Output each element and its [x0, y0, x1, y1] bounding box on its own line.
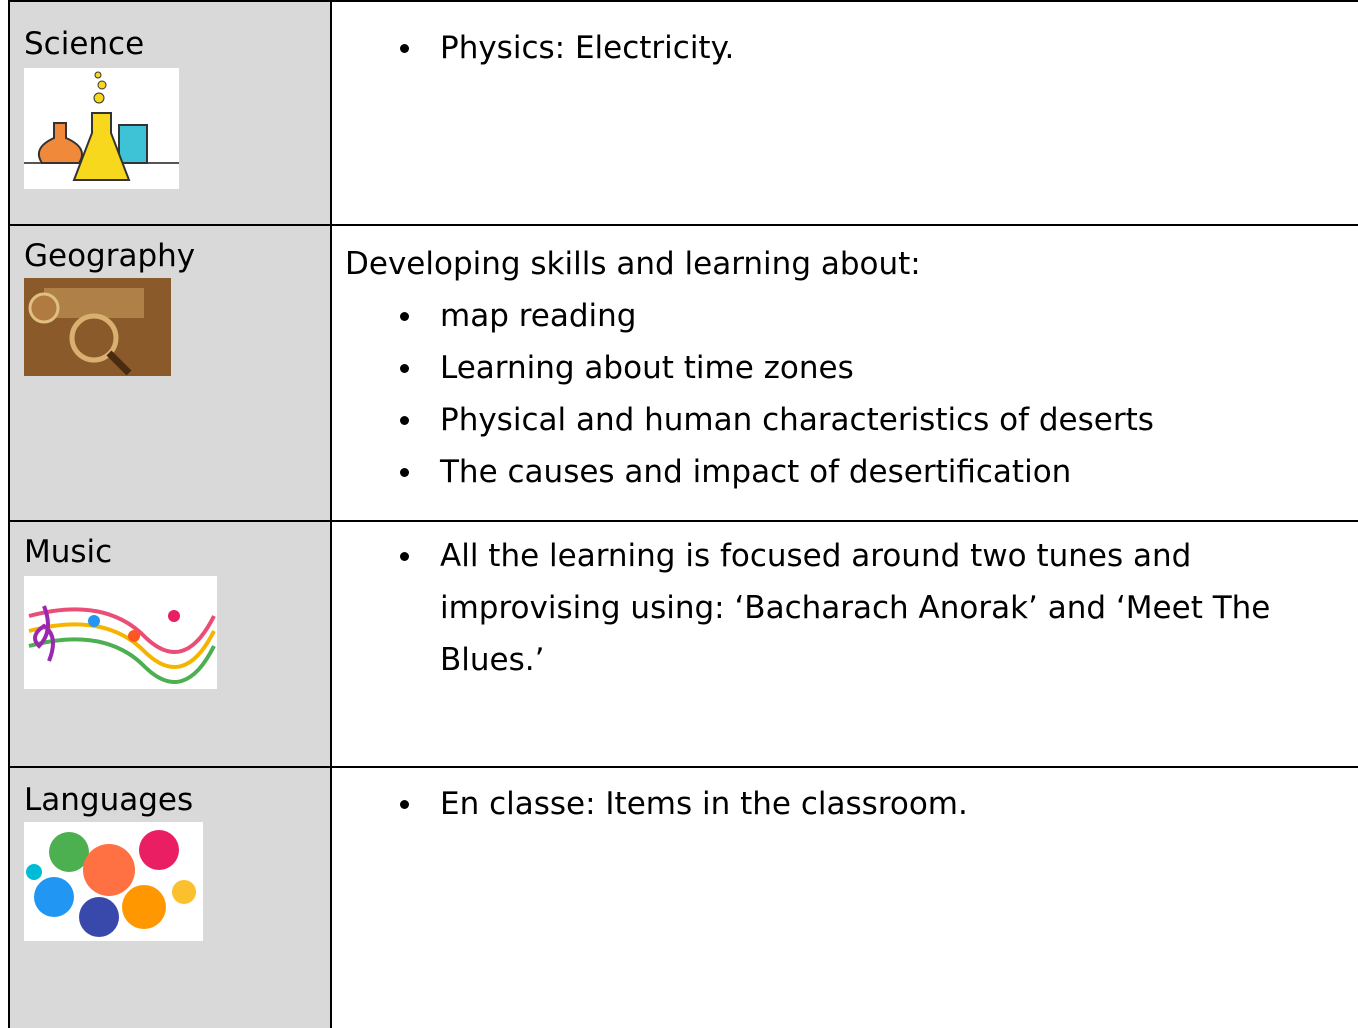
subject: Music — [24, 534, 113, 570]
list-item: En classe: Items in the classroom. — [400, 778, 1358, 830]
languages-row: Languages En classe: Items in the classr… — [8, 766, 1358, 1028]
geography-row: Geography Developing skills and learning… — [8, 224, 1358, 522]
list-item: Physics: Electricity. — [400, 22, 1358, 74]
subject: Science — [24, 26, 145, 62]
geography-image — [24, 278, 171, 376]
content-cell: Physics: Electricity. — [345, 2, 1358, 226]
list-item: map reading — [400, 290, 1358, 342]
list: En classe: Items in the classroom. — [400, 778, 1358, 830]
list: map reading Learning about time zones Ph… — [400, 290, 1358, 498]
content-cell: All the learning is focused around two t… — [345, 522, 1358, 768]
content-cell: En classe: Items in the classroom. — [345, 768, 1358, 1028]
languages-image — [24, 822, 203, 941]
subject-cell: Music — [8, 522, 332, 768]
list-item: All the learning is focused around two t… — [400, 530, 1358, 686]
subject: Languages — [24, 782, 194, 818]
list-item: Learning about time zones — [400, 342, 1358, 394]
list: All the learning is focused around two t… — [400, 530, 1358, 686]
science-image — [24, 68, 179, 189]
subject-cell: Science — [8, 2, 332, 226]
list-item: The causes and impact of desertification — [400, 446, 1358, 498]
music-image — [24, 576, 217, 689]
list-item: Physical and human characteristics of de… — [400, 394, 1358, 446]
subject-cell: Geography — [8, 226, 332, 522]
intro: Developing skills and learning about: — [345, 246, 921, 282]
subject-cell: Languages — [8, 768, 332, 1028]
music-row: Music All the learning is focused around… — [8, 520, 1358, 768]
list: Physics: Electricity. — [400, 22, 1358, 74]
page: Science Physics: Electricity. Geography … — [8, 0, 1358, 1028]
science-row: Science Physics: Electricity. — [8, 0, 1358, 226]
content-cell: Developing skills and learning about: ma… — [345, 226, 1358, 522]
subject: Geography — [24, 238, 196, 274]
